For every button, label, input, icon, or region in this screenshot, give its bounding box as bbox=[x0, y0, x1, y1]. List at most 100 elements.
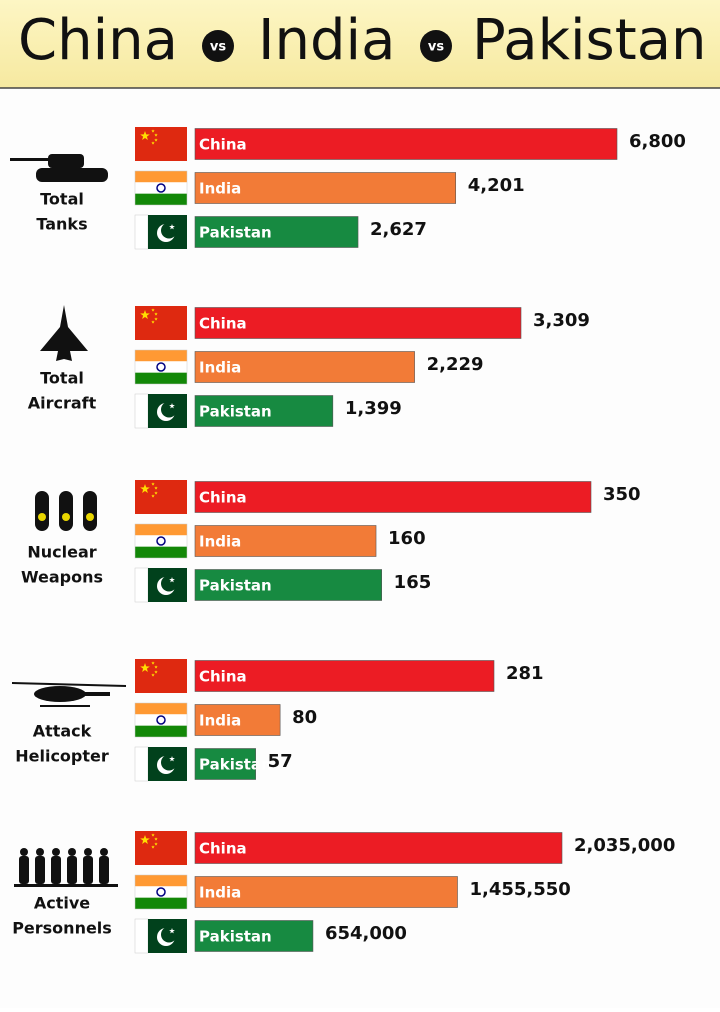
icon-nuke-mark bbox=[62, 513, 70, 521]
vs-text: vs bbox=[428, 40, 444, 55]
icon-soldier bbox=[36, 848, 44, 856]
flag-india bbox=[135, 897, 187, 909]
metric-label: Helicopter bbox=[15, 747, 109, 766]
bar-country-label: China bbox=[199, 840, 247, 858]
icon-ground bbox=[14, 884, 118, 887]
bar-country-label: India bbox=[199, 359, 241, 377]
metric-label: Total bbox=[40, 190, 84, 209]
bar-country-label: China bbox=[199, 489, 247, 507]
flag-star bbox=[140, 663, 150, 672]
flag-crescent bbox=[161, 926, 177, 943]
bar bbox=[194, 216, 359, 248]
bar bbox=[194, 748, 256, 780]
flag-pakistan bbox=[134, 918, 149, 954]
value-label: 2,627 bbox=[370, 219, 427, 240]
flag-star bbox=[154, 138, 158, 142]
flag-india bbox=[135, 350, 187, 362]
icon-soldier bbox=[19, 856, 29, 884]
icon-soldier bbox=[67, 856, 77, 884]
flag-crescent bbox=[161, 575, 177, 592]
flag-pakistan bbox=[134, 214, 149, 250]
bar bbox=[194, 481, 592, 513]
flag-border bbox=[134, 874, 188, 910]
icon-nuke bbox=[59, 491, 73, 531]
vs-badge bbox=[420, 30, 452, 62]
flag-star bbox=[151, 141, 155, 145]
bar-country-label: Pakistan bbox=[199, 577, 272, 595]
icon-soldier bbox=[84, 848, 92, 856]
bar bbox=[194, 395, 334, 427]
flag-star bbox=[140, 310, 150, 319]
flag-border bbox=[134, 170, 188, 206]
icon-nuke-mark bbox=[86, 513, 94, 521]
icon-soldier bbox=[20, 848, 28, 856]
bar-country-label: China bbox=[199, 315, 247, 333]
flag-crescent bbox=[161, 754, 177, 771]
flag-india bbox=[135, 361, 187, 373]
flag-star bbox=[140, 131, 150, 140]
flag-india bbox=[135, 546, 187, 558]
icon-tank bbox=[10, 158, 50, 161]
flag-india bbox=[135, 875, 187, 887]
flag-china bbox=[135, 127, 187, 161]
flag-star bbox=[154, 491, 158, 495]
metric-label: Attack bbox=[33, 722, 92, 741]
title-word: China bbox=[18, 8, 178, 73]
flag-chakra bbox=[156, 887, 166, 897]
flag-border bbox=[134, 702, 188, 738]
metric-group: Total Aircraft China 3,309 India 2,229 Pakista… bbox=[28, 305, 590, 429]
header: China vs India vs Pakistan bbox=[18, 8, 707, 73]
bar bbox=[194, 704, 281, 736]
metric-label: Tanks bbox=[36, 215, 87, 234]
bar bbox=[194, 920, 314, 952]
icon-soldier bbox=[99, 856, 109, 884]
bar bbox=[194, 569, 382, 601]
bar-country-label: Pakistan bbox=[199, 756, 272, 774]
value-label: 6,800 bbox=[629, 131, 686, 152]
vs-text: vs bbox=[210, 40, 226, 55]
flag-star bbox=[154, 317, 158, 321]
flag-india bbox=[135, 703, 187, 715]
flag-chakra bbox=[156, 362, 166, 372]
flag-india bbox=[135, 535, 187, 547]
icon-soldier bbox=[83, 856, 93, 884]
flag-star bbox=[154, 665, 158, 669]
value-label: 57 bbox=[268, 751, 293, 772]
flag-star bbox=[169, 403, 175, 409]
bar-country-label: Pakistan bbox=[199, 928, 272, 946]
flag-star bbox=[151, 308, 155, 312]
value-label: 3,309 bbox=[533, 310, 590, 331]
bar-country-label: India bbox=[199, 712, 241, 730]
flag-india bbox=[135, 524, 187, 536]
icon-nuke bbox=[35, 491, 49, 531]
icon-soldier bbox=[52, 848, 60, 856]
flag-star bbox=[151, 845, 155, 849]
header-band bbox=[0, 0, 720, 88]
icon-soldier bbox=[100, 848, 108, 856]
icon-heli bbox=[11, 682, 127, 687]
value-label: 1,399 bbox=[345, 398, 402, 419]
value-label: 2,229 bbox=[427, 354, 484, 375]
flag-crescent bbox=[161, 401, 177, 418]
flag-star bbox=[154, 133, 158, 137]
flag-star bbox=[151, 320, 155, 324]
bar bbox=[194, 660, 495, 692]
value-label: 160 bbox=[388, 528, 426, 549]
bar bbox=[194, 876, 458, 908]
icon-soldier bbox=[51, 856, 61, 884]
bar-country-label: Pakistan bbox=[199, 403, 272, 421]
metric-group: Active Personnels China 2,035,000 India 1,455… bbox=[12, 831, 675, 954]
bar bbox=[194, 172, 457, 204]
flag-crescent bbox=[161, 222, 177, 239]
icon-heli bbox=[80, 692, 110, 696]
metric-group: Total Tanks China 6,800 India 4,201 Pakistan 2,… bbox=[10, 127, 686, 250]
bar bbox=[194, 832, 563, 864]
flag-pakistan bbox=[134, 746, 149, 782]
icon-soldier bbox=[68, 848, 76, 856]
flag-star bbox=[140, 484, 150, 493]
flag-star bbox=[154, 842, 158, 846]
flag-border bbox=[134, 523, 188, 559]
flag-star bbox=[169, 224, 175, 230]
title-word: Pakistan bbox=[472, 8, 707, 73]
chart-body: Total Tanks China 6,800 India 4,201 Pakistan 2,… bbox=[10, 127, 686, 954]
